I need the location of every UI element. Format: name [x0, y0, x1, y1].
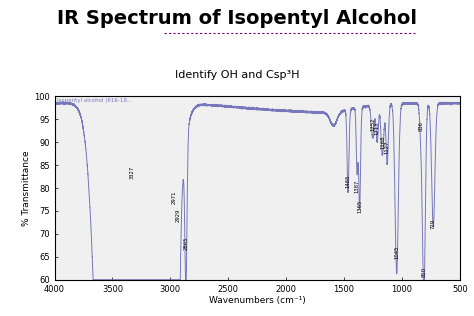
X-axis label: Wavenumbers (cm⁻¹): Wavenumbers (cm⁻¹) [209, 296, 306, 305]
Text: 1168: 1168 [380, 136, 385, 149]
Y-axis label: % Transmittance: % Transmittance [22, 150, 31, 226]
Text: IR Spectrum of Isopentyl Alcohol: IR Spectrum of Isopentyl Alcohol [57, 9, 417, 28]
Text: 1045: 1045 [394, 246, 399, 259]
Text: 810: 810 [421, 267, 427, 277]
Text: Identify OH and Csp³H: Identify OH and Csp³H [175, 70, 299, 80]
Text: 836: 836 [419, 121, 423, 131]
Text: 729: 729 [431, 219, 436, 229]
Text: 2865: 2865 [183, 236, 189, 250]
Text: 1365: 1365 [357, 200, 362, 213]
Text: 1465: 1465 [346, 174, 351, 188]
Text: 2929: 2929 [176, 209, 181, 222]
Text: 3327: 3327 [130, 166, 135, 179]
Text: 1127: 1127 [385, 140, 390, 154]
Text: 1387: 1387 [355, 179, 360, 192]
Text: 1213: 1213 [375, 122, 380, 135]
Text: 2971: 2971 [171, 191, 176, 204]
Text: isopentyl alcohol (616-19...: isopentyl alcohol (616-19... [56, 98, 132, 103]
Text: 1252: 1252 [370, 117, 375, 131]
